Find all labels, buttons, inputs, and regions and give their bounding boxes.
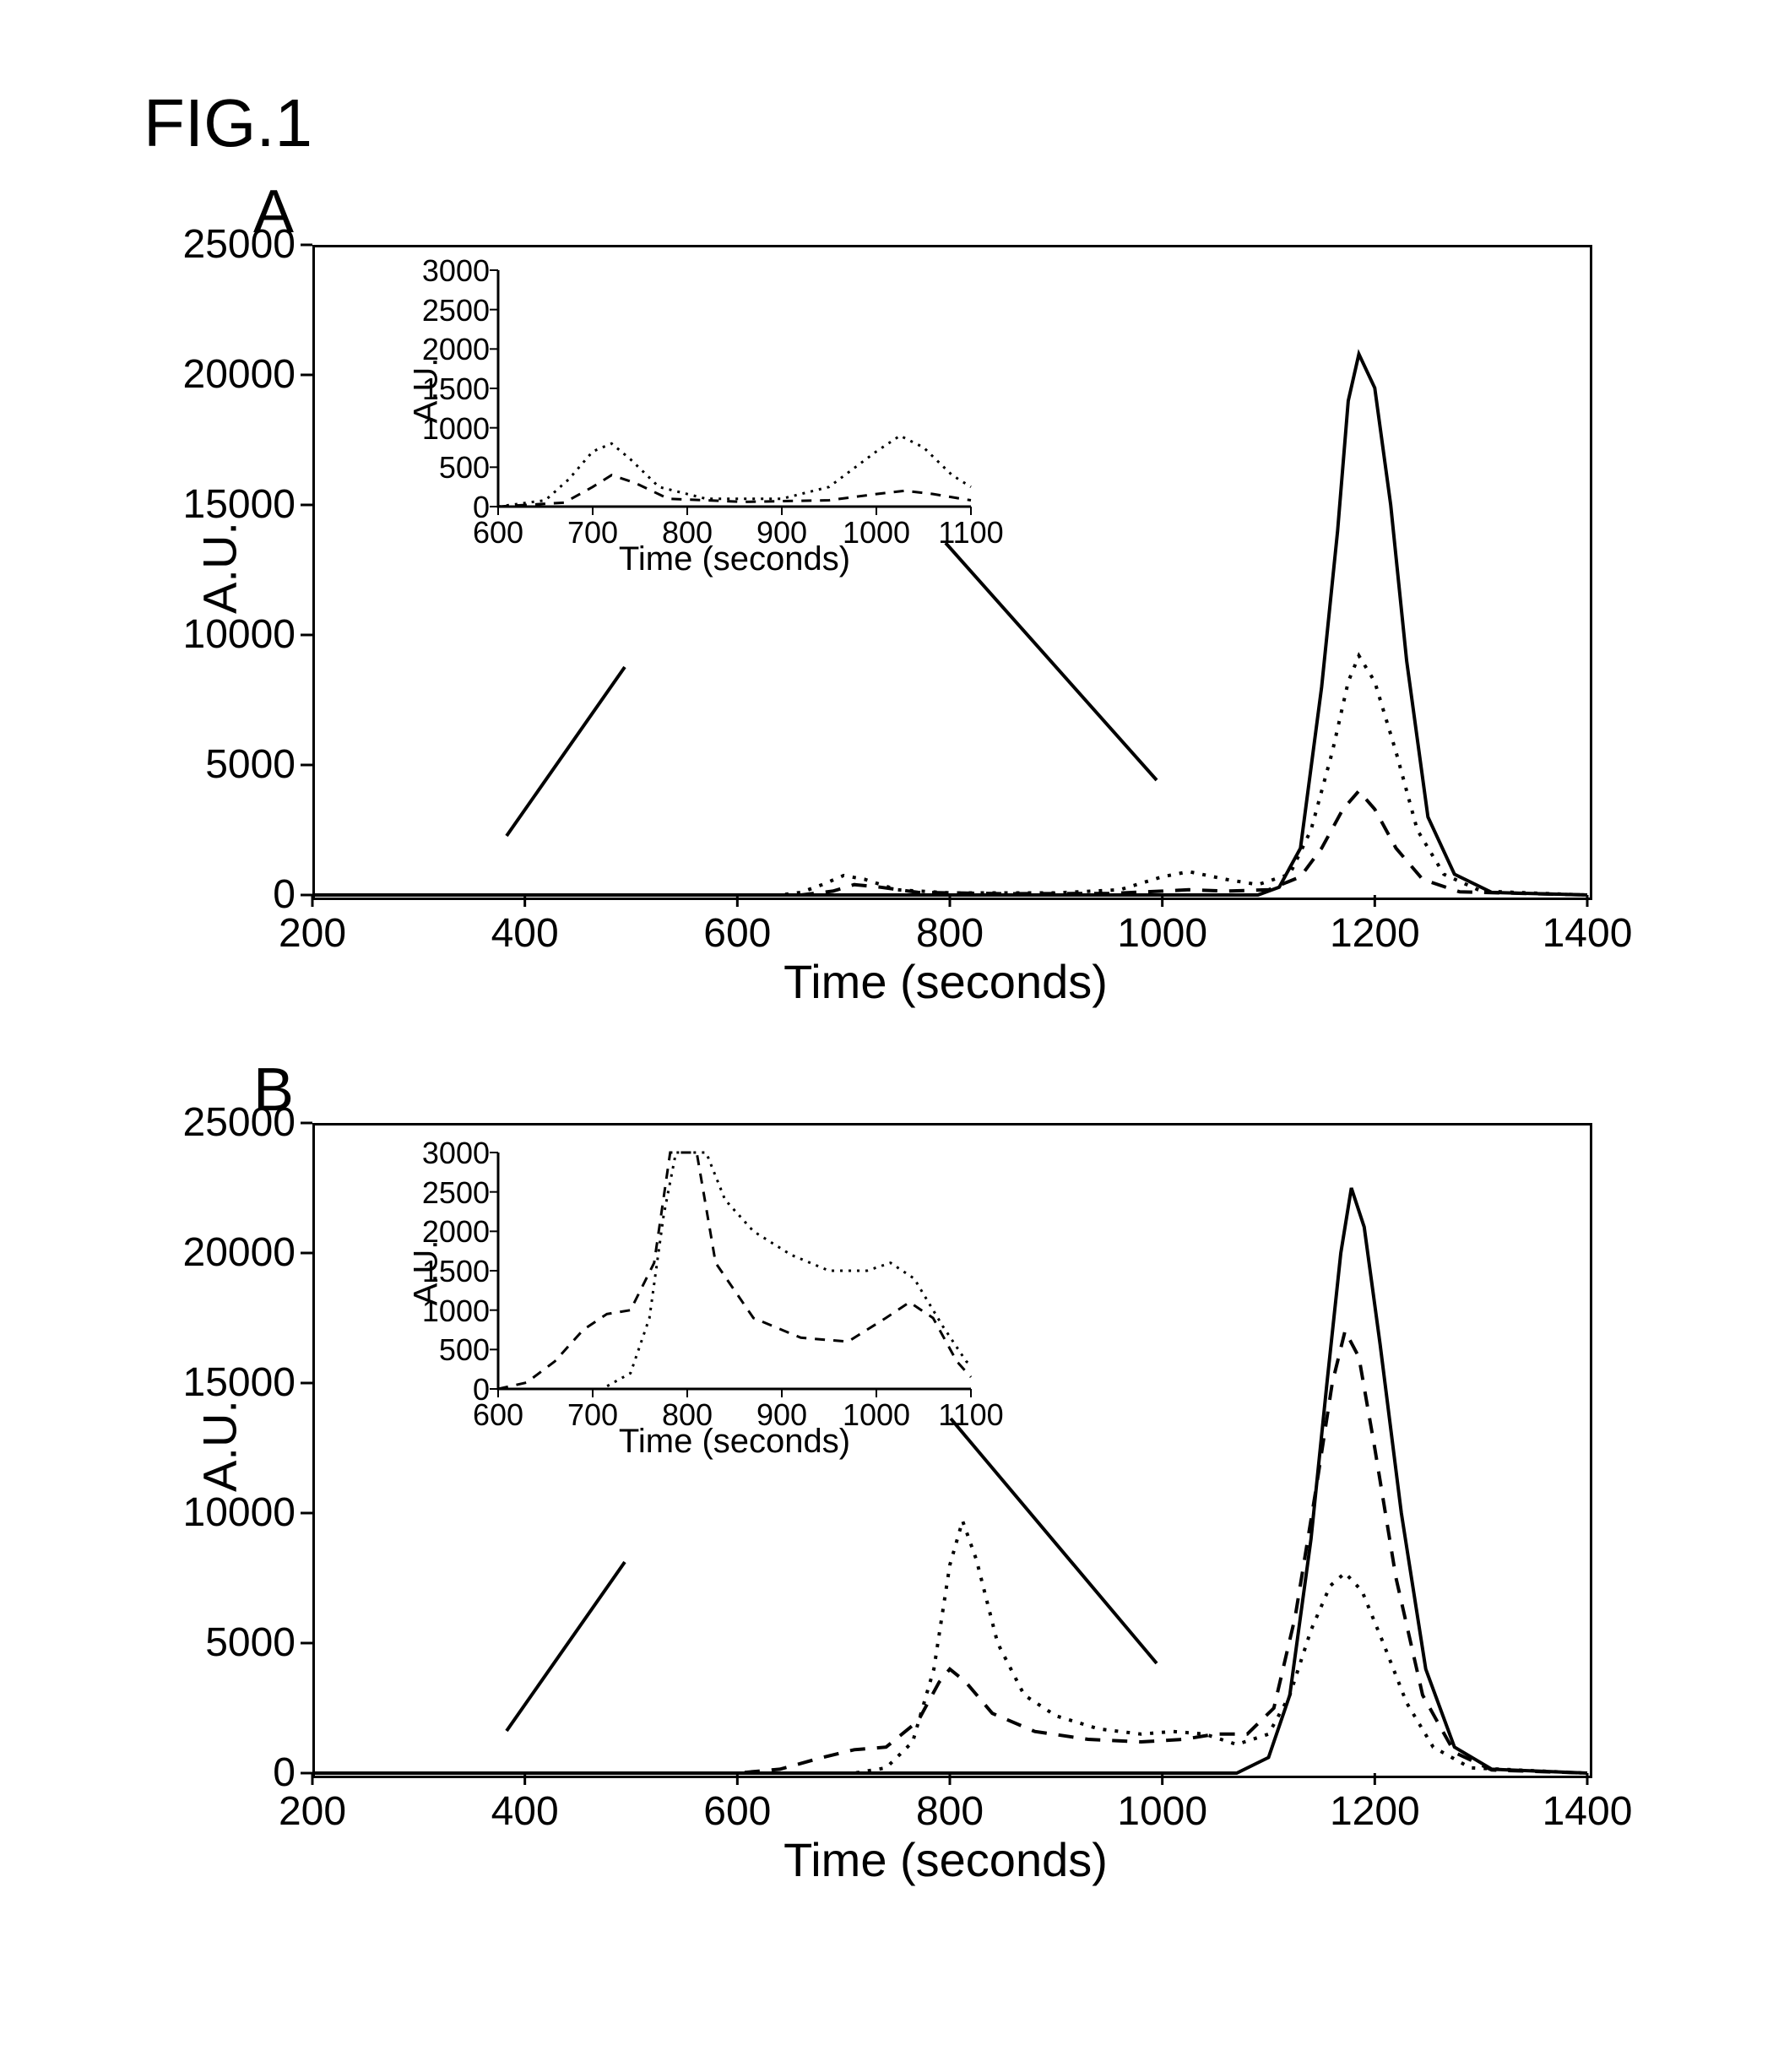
inset-ytick-label: 2500	[405, 293, 490, 328]
xtick-label: 1200	[1315, 910, 1434, 957]
ytick-label: 20000	[160, 1229, 296, 1276]
xtick-label: 200	[253, 1788, 371, 1835]
ytick-label: 10000	[160, 1489, 296, 1536]
inset-ytick-label: 2000	[405, 332, 490, 367]
xtick-label: 600	[678, 1788, 796, 1835]
panel-b-inset-xlabel: Time (seconds)	[608, 1423, 861, 1461]
xtick-label: 800	[891, 910, 1009, 957]
figure-title: FIG.1	[144, 84, 312, 162]
inset-xtick-label: 800	[649, 1397, 725, 1433]
xtick-label: 1200	[1315, 1788, 1434, 1835]
inset-series-dashed	[498, 1153, 971, 1389]
inset-xtick-label: 900	[744, 515, 820, 551]
series-dotted	[312, 656, 1587, 895]
panel-b-xlabel: Time (seconds)	[735, 1832, 1157, 1887]
xtick-label: 600	[678, 910, 796, 957]
ytick-label: 5000	[160, 1619, 296, 1666]
xtick-label: 1000	[1103, 1788, 1222, 1835]
inset-ytick-label: 2500	[405, 1175, 490, 1211]
ytick-label: 20000	[160, 351, 296, 398]
xtick-label: 800	[891, 1788, 1009, 1835]
inset-ytick-label: 1500	[405, 1254, 490, 1289]
ytick-label: 5000	[160, 741, 296, 788]
inset-xtick-label: 700	[555, 1397, 631, 1433]
ytick-label: 15000	[160, 1359, 296, 1406]
inset-ytick-label: 3000	[405, 1136, 490, 1171]
series-dotted	[312, 1521, 1587, 1773]
xtick-label: 1400	[1528, 910, 1646, 957]
zoom-connector	[507, 1562, 625, 1731]
ytick-label: 25000	[160, 1099, 296, 1146]
ytick-label: 15000	[160, 481, 296, 528]
inset-ytick-label: 3000	[405, 253, 490, 289]
inset-series-dashed	[498, 475, 971, 507]
inset-ytick-label: 1000	[405, 1294, 490, 1329]
ytick-label: 10000	[160, 611, 296, 658]
inset-xtick-label: 600	[460, 1397, 536, 1433]
inset-xtick-label: 1000	[838, 1397, 914, 1433]
xtick-label: 200	[253, 910, 371, 957]
ytick-label: 25000	[160, 221, 296, 268]
inset-series-dotted	[498, 436, 971, 507]
inset-ytick-label: 1500	[405, 372, 490, 407]
inset-ytick-label: 500	[405, 450, 490, 485]
panel-a-inset-xlabel: Time (seconds)	[608, 540, 861, 578]
panel-a-xlabel: Time (seconds)	[735, 954, 1157, 1009]
inset-ytick-label: 500	[405, 1332, 490, 1368]
inset-xtick-label: 600	[460, 515, 536, 551]
inset-xtick-label: 800	[649, 515, 725, 551]
inset-ytick-label: 2000	[405, 1214, 490, 1250]
inset-series-dotted	[498, 1153, 971, 1389]
inset-xtick-label: 700	[555, 515, 631, 551]
xtick-label: 400	[466, 1788, 584, 1835]
inset-xtick-label: 1000	[838, 515, 914, 551]
inset-xtick-label: 1100	[933, 515, 1009, 551]
xtick-label: 1000	[1103, 910, 1222, 957]
series-dashed	[312, 791, 1587, 895]
inset-xtick-label: 1100	[933, 1397, 1009, 1433]
inset-xtick-label: 900	[744, 1397, 820, 1433]
inset-ytick-label: 1000	[405, 411, 490, 447]
xtick-label: 1400	[1528, 1788, 1646, 1835]
xtick-label: 400	[466, 910, 584, 957]
zoom-connector	[507, 667, 625, 836]
